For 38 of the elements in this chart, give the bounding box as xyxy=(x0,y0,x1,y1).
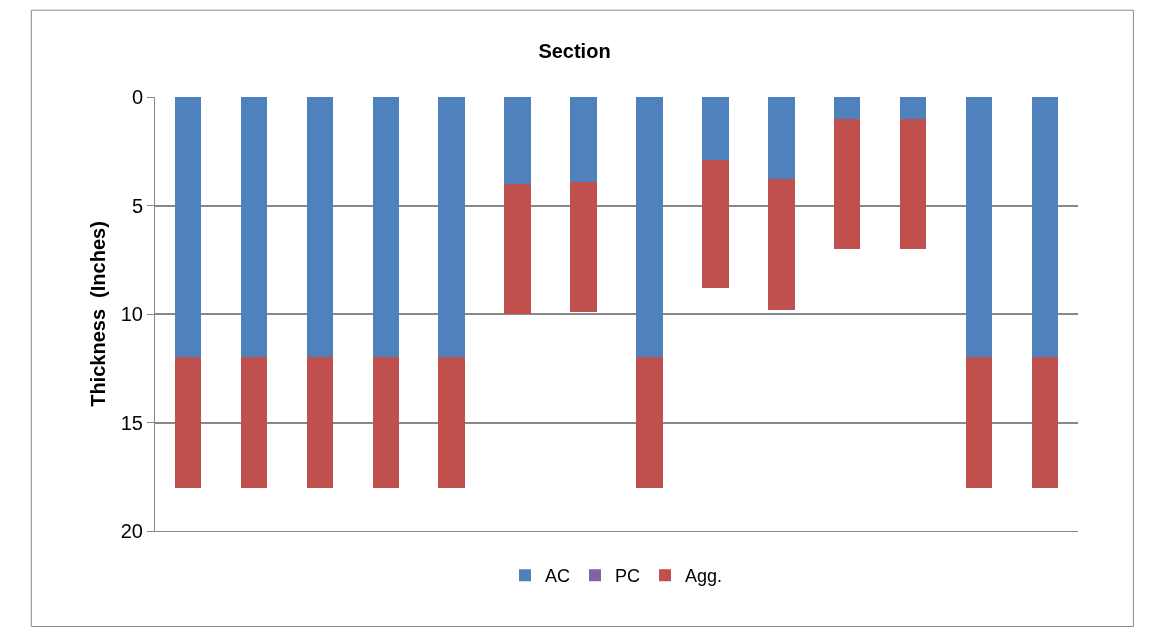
bar xyxy=(768,179,795,310)
chart-title: Section xyxy=(538,40,611,63)
bar xyxy=(372,97,399,358)
bar xyxy=(702,97,729,160)
bar xyxy=(306,357,334,488)
bar xyxy=(174,357,202,488)
bar xyxy=(702,159,729,288)
bar xyxy=(372,357,399,488)
bar xyxy=(636,97,663,358)
bar xyxy=(174,97,202,358)
bar xyxy=(636,357,663,488)
y-tick-label: 0 xyxy=(131,86,143,108)
bar xyxy=(438,357,465,488)
bar xyxy=(965,357,993,488)
bar xyxy=(834,97,861,119)
bar xyxy=(240,357,268,488)
bar xyxy=(438,97,465,358)
bar xyxy=(306,97,334,358)
bar xyxy=(504,183,531,314)
y-tick-label: 15 xyxy=(120,411,143,434)
legend-label: Agg. xyxy=(685,566,723,587)
bar xyxy=(899,97,927,119)
bar xyxy=(570,97,597,182)
bar xyxy=(570,181,597,312)
legend-label: PC xyxy=(615,566,641,587)
legend-label: AC xyxy=(545,566,571,587)
y-axis-title: Thickness (Inches) xyxy=(87,221,109,407)
bar xyxy=(1031,97,1059,358)
bar xyxy=(834,118,861,249)
y-tick-label: 10 xyxy=(120,303,143,325)
y-tick-label: 20 xyxy=(120,520,143,542)
bar xyxy=(899,118,927,249)
y-tick-label: 5 xyxy=(131,194,143,217)
bar xyxy=(768,97,795,180)
bar xyxy=(240,97,268,358)
bar xyxy=(965,97,993,358)
bar xyxy=(504,97,531,184)
bar xyxy=(1031,357,1059,488)
